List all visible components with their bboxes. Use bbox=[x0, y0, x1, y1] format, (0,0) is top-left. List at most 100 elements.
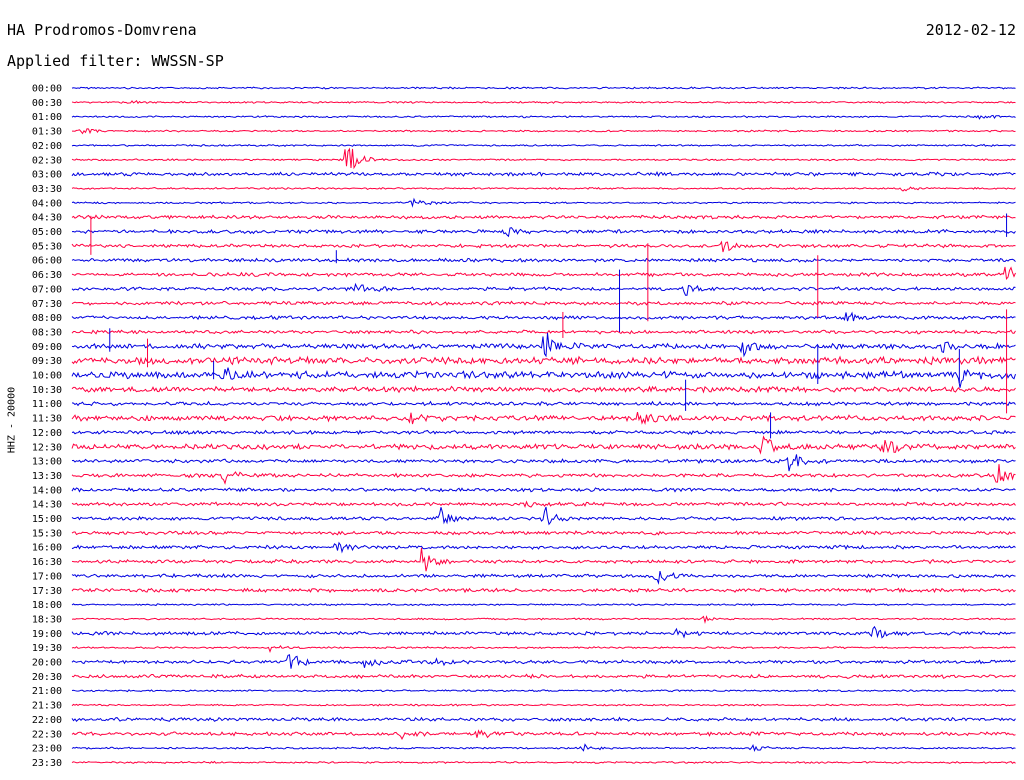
trace-line-2000 bbox=[71, 654, 1016, 669]
trace-line-1130 bbox=[71, 411, 1016, 426]
time-tick-label: 12:30 bbox=[32, 442, 62, 453]
time-tick-label: 10:30 bbox=[32, 385, 62, 396]
trace-line-1200 bbox=[71, 429, 1016, 436]
time-tick-label: 05:30 bbox=[32, 241, 62, 252]
trace-line-2300 bbox=[71, 743, 1016, 753]
trace-line-0630 bbox=[71, 266, 1016, 281]
trace-line-1630 bbox=[71, 547, 1016, 572]
time-tick-label: 15:00 bbox=[32, 514, 62, 525]
time-tick-label: 06:30 bbox=[32, 270, 62, 281]
trace-line-0030 bbox=[71, 100, 1016, 105]
trace-line-1900 bbox=[71, 625, 1016, 639]
trace-line-0130 bbox=[72, 128, 1016, 135]
time-tick-label: 11:00 bbox=[32, 399, 62, 410]
trace-line-0830 bbox=[71, 329, 1016, 335]
time-tick-label: 08:00 bbox=[32, 313, 62, 324]
time-tick-label: 13:30 bbox=[32, 471, 62, 482]
time-tick-label: 21:30 bbox=[32, 701, 62, 712]
time-tick-label: 16:00 bbox=[32, 543, 62, 554]
time-tick-label: 19:30 bbox=[32, 643, 62, 654]
trace-line-1030 bbox=[71, 385, 1016, 394]
time-tick-label: 00:00 bbox=[32, 84, 62, 95]
time-tick-label: 08:30 bbox=[32, 327, 62, 338]
time-tick-label: 22:00 bbox=[32, 715, 62, 726]
trace-line-0500 bbox=[71, 227, 1016, 238]
trace-line-1500 bbox=[71, 506, 1016, 526]
trace-line-1430 bbox=[71, 500, 1016, 509]
trace-line-1830 bbox=[71, 615, 1016, 624]
time-tick-label: 02:00 bbox=[32, 141, 62, 152]
time-tick-label: 20:00 bbox=[32, 658, 62, 669]
trace-line-2130 bbox=[71, 703, 1016, 707]
trace-line-2230 bbox=[71, 729, 1016, 740]
time-tick-label: 04:30 bbox=[32, 213, 62, 224]
time-tick-label: 16:30 bbox=[32, 557, 62, 568]
filter-label: Applied filter: WWSSN-SP bbox=[7, 52, 224, 70]
time-tick-label: 09:30 bbox=[32, 356, 62, 367]
time-tick-label: 00:30 bbox=[32, 98, 62, 109]
trace-line-0000 bbox=[71, 86, 1016, 90]
trace-line-0200 bbox=[71, 143, 1016, 148]
time-tick-label: 14:00 bbox=[32, 485, 62, 496]
time-tick-label: 19:00 bbox=[32, 629, 62, 640]
trace-line-0330 bbox=[71, 186, 1016, 192]
trace-line-1230 bbox=[71, 435, 1016, 455]
trace-line-1700 bbox=[71, 570, 1016, 585]
trace-line-0930 bbox=[71, 355, 1016, 366]
time-tick-label: 12:00 bbox=[32, 428, 62, 439]
time-tick-label: 15:30 bbox=[32, 528, 62, 539]
trace-line-0230 bbox=[71, 147, 1016, 170]
time-tick-label: 07:00 bbox=[32, 284, 62, 295]
time-tick-label: 10:00 bbox=[32, 371, 62, 382]
time-tick-label: 20:30 bbox=[32, 672, 62, 683]
time-tick-label: 23:30 bbox=[32, 758, 62, 769]
trace-line-1000 bbox=[71, 367, 1016, 388]
time-tick-label: 14:30 bbox=[32, 500, 62, 511]
time-tick-label: 11:30 bbox=[32, 414, 62, 425]
trace-line-1730 bbox=[71, 587, 1016, 594]
time-tick-label: 18:30 bbox=[32, 614, 62, 625]
time-tick-label: 23:00 bbox=[32, 744, 62, 755]
time-tick-label: 03:00 bbox=[32, 170, 62, 181]
trace-line-0730 bbox=[71, 300, 1016, 306]
trace-line-2100 bbox=[71, 689, 1016, 693]
station-title: HA Prodromos-Domvrena bbox=[7, 21, 197, 39]
trace-line-0300 bbox=[71, 170, 1016, 177]
record-date: 2012-02-12 bbox=[925, 21, 1016, 39]
trace-line-0800 bbox=[71, 311, 1016, 322]
time-tick-label: 13:00 bbox=[32, 457, 62, 468]
trace-line-0700 bbox=[71, 282, 1016, 296]
time-tick-label: 02:30 bbox=[32, 155, 62, 166]
time-tick-label: 21:00 bbox=[32, 686, 62, 697]
trace-line-1530 bbox=[71, 530, 1016, 536]
time-tick-label: 07:30 bbox=[32, 299, 62, 310]
trace-line-1930 bbox=[71, 644, 1016, 653]
time-tick-label: 22:30 bbox=[32, 729, 62, 740]
trace-line-2030 bbox=[71, 673, 1016, 680]
time-tick-label: 06:00 bbox=[32, 256, 62, 267]
time-tick-label: 09:00 bbox=[32, 342, 62, 353]
trace-line-1330 bbox=[71, 464, 1016, 485]
trace-line-0900 bbox=[71, 332, 1016, 358]
trace-line-2200 bbox=[71, 716, 1016, 723]
time-tick-label: 01:00 bbox=[32, 112, 62, 123]
trace-line-0430 bbox=[71, 214, 1016, 220]
time-tick-label: 01:30 bbox=[32, 127, 62, 138]
trace-line-2330 bbox=[71, 760, 1016, 765]
time-tick-label: 04:00 bbox=[32, 198, 62, 209]
time-tick-label: 17:00 bbox=[32, 571, 62, 582]
trace-line-0100 bbox=[71, 114, 1016, 120]
time-tick-label: 17:30 bbox=[32, 586, 62, 597]
trace-line-1300 bbox=[71, 454, 1016, 472]
trace-line-0400 bbox=[71, 197, 1016, 208]
trace-line-0600 bbox=[71, 257, 1016, 263]
time-tick-label: 18:00 bbox=[32, 600, 62, 611]
trace-line-0530 bbox=[71, 240, 1016, 253]
trace-line-1800 bbox=[71, 603, 1016, 607]
time-tick-label: 05:00 bbox=[32, 227, 62, 238]
trace-line-1100 bbox=[71, 400, 1016, 407]
trace-line-1600 bbox=[71, 541, 1016, 554]
trace-line-1400 bbox=[71, 487, 1016, 493]
time-tick-label: 03:30 bbox=[32, 184, 62, 195]
